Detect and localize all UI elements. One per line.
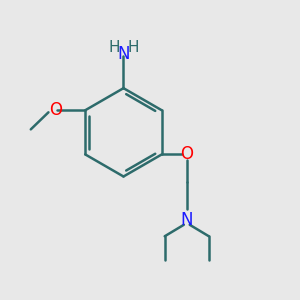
Text: H: H — [127, 40, 139, 55]
Text: N: N — [117, 45, 130, 63]
Text: N: N — [181, 211, 193, 229]
Text: H: H — [108, 40, 120, 55]
Text: O: O — [180, 146, 193, 164]
Text: O: O — [49, 101, 62, 119]
